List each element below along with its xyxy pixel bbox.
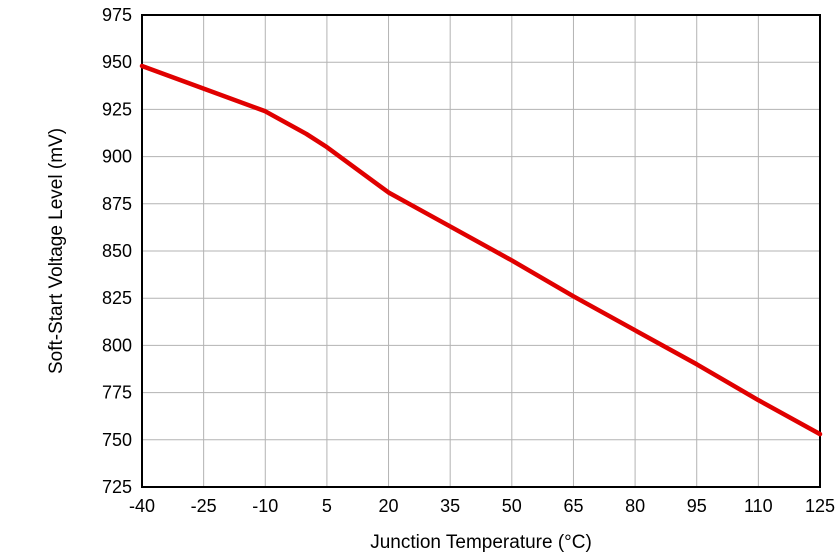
- y-tick-label: 975: [102, 5, 132, 25]
- x-tick-label: 80: [625, 496, 645, 516]
- y-tick-label: 800: [102, 335, 132, 355]
- x-tick-label: 35: [440, 496, 460, 516]
- x-tick-label: 95: [687, 496, 707, 516]
- plot-frame: [141, 14, 821, 488]
- y-tick-label: 825: [102, 288, 132, 308]
- x-tick-label: 125: [805, 496, 835, 516]
- y-axis-label: Soft-Start Voltage Level (mV): [46, 127, 67, 375]
- x-tick-label: 5: [322, 496, 332, 516]
- y-tick-label: 950: [102, 52, 132, 72]
- x-tick-label: -10: [252, 496, 278, 516]
- x-tick-label: -25: [191, 496, 217, 516]
- x-tick-label: 65: [563, 496, 583, 516]
- x-tick-label: -40: [129, 496, 155, 516]
- y-tick-label: 775: [102, 383, 132, 403]
- y-tick-label: 875: [102, 194, 132, 214]
- x-tick-label: 110: [744, 496, 773, 516]
- x-axis-label: Junction Temperature (°C): [370, 532, 592, 553]
- series-line: [139, 63, 823, 437]
- y-tick-label: 750: [102, 430, 132, 450]
- y-tick-label: 925: [102, 99, 132, 119]
- y-tick-label: 850: [102, 241, 132, 261]
- x-tick-label: 20: [379, 496, 399, 516]
- y-tick-label: 900: [102, 147, 132, 167]
- y-tick-label: 725: [102, 477, 132, 497]
- x-tick-label: 50: [502, 496, 522, 516]
